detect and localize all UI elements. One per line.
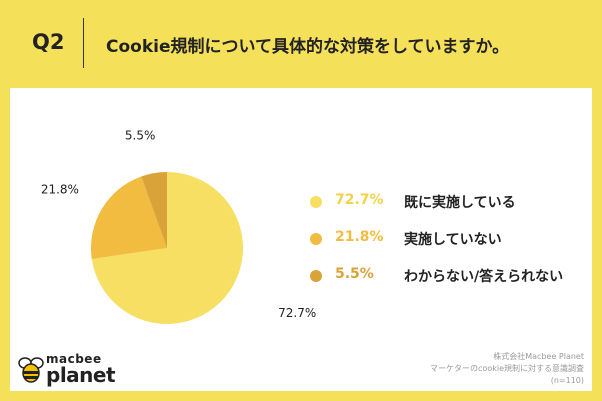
- legend-label: 既に実施している: [404, 195, 516, 211]
- legend-percent: 21.8%: [335, 229, 384, 245]
- source-note: 株式会社Macbee Planet マーケターのcookie規制に対する意識調査…: [430, 351, 584, 387]
- pie-slice-implemented: [91, 172, 244, 324]
- source-survey: マーケターのcookie規制に対する意識調査: [430, 364, 584, 373]
- header: Q2 Cookie規制について具体的な対策をしていますか。: [0, 0, 602, 86]
- legend-dot-icon: [310, 233, 322, 245]
- legend-dot-icon: [310, 196, 322, 208]
- question-title: Cookie規制について具体的な対策をしていますか。: [106, 37, 510, 57]
- pie-data-label: 21.8%: [41, 183, 79, 197]
- logo-text-bottom: planet: [46, 363, 116, 387]
- question-number: Q2: [32, 30, 65, 54]
- pie-data-label: 72.7%: [278, 306, 316, 320]
- legend-percent: 72.7%: [335, 192, 384, 208]
- header-divider: [83, 18, 84, 68]
- source-sample: (n=110): [550, 376, 584, 385]
- chart-card: 72.7% 21.8% 5.5% 72.7% 既に実施している 21.8% 実施して…: [10, 88, 592, 391]
- macbee-planet-logo: macbee planet: [18, 350, 128, 388]
- source-company: 株式会社Macbee Planet: [493, 352, 584, 361]
- legend-label: わからない/答えられない: [404, 269, 564, 285]
- pie-chart: 72.7% 21.8% 5.5%: [41, 128, 316, 324]
- pie-data-label: 5.5%: [125, 128, 156, 142]
- logo-text-top: macbee: [46, 352, 102, 366]
- legend-label: 実施していない: [404, 232, 502, 248]
- bee-icon: [18, 357, 44, 383]
- pie-slice-unknown: [141, 172, 167, 248]
- legend-dot-icon: [310, 270, 322, 282]
- legend-percent: 5.5%: [335, 266, 374, 282]
- pie-slice-not-implemented: [91, 176, 167, 259]
